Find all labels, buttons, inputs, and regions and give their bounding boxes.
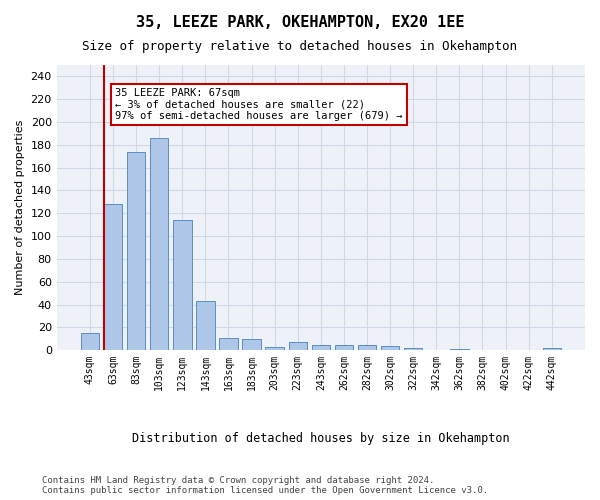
Text: Size of property relative to detached houses in Okehampton: Size of property relative to detached ho… bbox=[83, 40, 517, 53]
Bar bbox=[358, 344, 376, 350]
Bar bbox=[80, 333, 99, 350]
Bar bbox=[335, 344, 353, 350]
Bar bbox=[219, 338, 238, 350]
Bar bbox=[542, 348, 561, 350]
Bar bbox=[404, 348, 422, 350]
Bar bbox=[311, 344, 330, 350]
Bar bbox=[381, 346, 400, 350]
Text: 35 LEEZE PARK: 67sqm
← 3% of detached houses are smaller (22)
97% of semi-detach: 35 LEEZE PARK: 67sqm ← 3% of detached ho… bbox=[115, 88, 403, 121]
X-axis label: Distribution of detached houses by size in Okehampton: Distribution of detached houses by size … bbox=[132, 432, 509, 445]
Text: Contains HM Land Registry data © Crown copyright and database right 2024.
Contai: Contains HM Land Registry data © Crown c… bbox=[42, 476, 488, 495]
Bar bbox=[242, 339, 261, 350]
Bar bbox=[173, 220, 191, 350]
Bar bbox=[289, 342, 307, 350]
Y-axis label: Number of detached properties: Number of detached properties bbox=[15, 120, 25, 296]
Bar bbox=[127, 152, 145, 350]
Bar bbox=[196, 301, 215, 350]
Bar bbox=[265, 347, 284, 350]
Bar bbox=[450, 349, 469, 350]
Text: 35, LEEZE PARK, OKEHAMPTON, EX20 1EE: 35, LEEZE PARK, OKEHAMPTON, EX20 1EE bbox=[136, 15, 464, 30]
Bar bbox=[104, 204, 122, 350]
Bar bbox=[150, 138, 169, 350]
